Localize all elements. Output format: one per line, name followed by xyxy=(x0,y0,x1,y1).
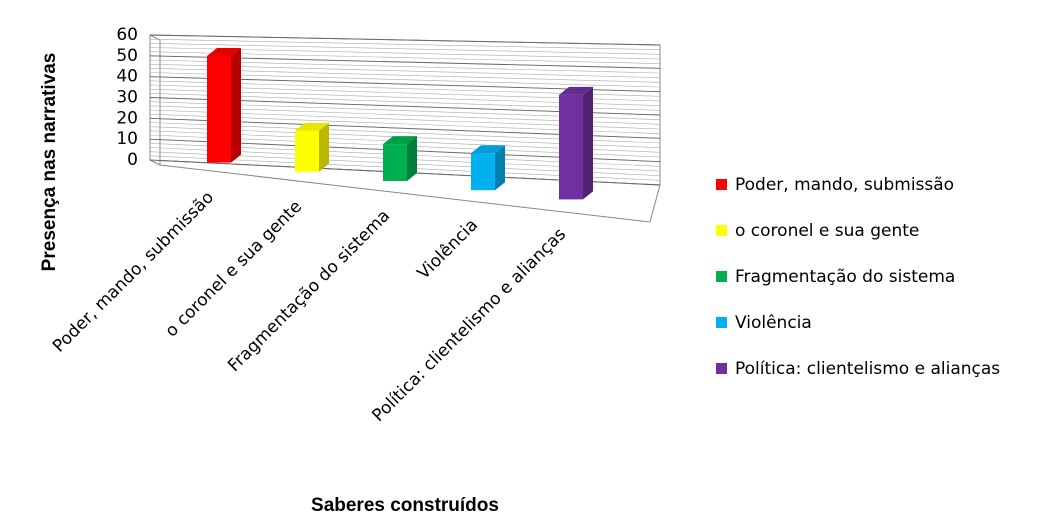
legend-label: o coronel e sua gente xyxy=(735,221,919,241)
legend-swatch xyxy=(716,317,727,328)
grid-line xyxy=(149,34,661,46)
legend-swatch xyxy=(716,271,727,282)
y-tick-label: 0 xyxy=(127,150,138,170)
y-tick-label: 50 xyxy=(116,46,138,66)
bar-top xyxy=(383,136,417,145)
bar xyxy=(559,94,583,200)
x-axis-title: Saberes construídos xyxy=(311,495,499,516)
bar-top xyxy=(295,122,329,131)
legend-swatch xyxy=(716,363,727,374)
x-tick-label: Poder, mando, submissão xyxy=(49,188,218,357)
bar xyxy=(383,144,407,181)
bar xyxy=(295,130,319,172)
legend-label: Violência xyxy=(735,313,812,333)
legend-label: Fragmentação do sistema xyxy=(735,267,955,287)
y-tick-label: 10 xyxy=(116,129,138,149)
minor-grid xyxy=(149,43,661,55)
bar-side xyxy=(231,48,241,163)
y-axis-title: Presença nas narrativas xyxy=(39,53,60,272)
bar-side xyxy=(495,145,505,191)
x-tick-label: Política: clientelismo e alianças xyxy=(368,224,570,426)
legend-label: Poder, mando, submissão xyxy=(735,175,954,195)
bar-top xyxy=(559,86,593,95)
bar-top xyxy=(471,145,505,154)
legend-swatch xyxy=(716,225,727,236)
bar-side xyxy=(407,136,417,181)
bar xyxy=(207,56,231,163)
x-tick-label: Fragmentação do sistema xyxy=(224,206,394,376)
bar-side xyxy=(319,122,329,172)
legend-swatch xyxy=(716,179,727,190)
y-tick-label: 20 xyxy=(116,108,138,128)
x-tick-label: Violência xyxy=(414,215,482,283)
bar xyxy=(471,153,495,191)
legend-label: Política: clientelismo e alianças xyxy=(735,359,1000,379)
bar-side xyxy=(583,86,593,200)
minor-grid xyxy=(149,38,661,50)
y-tick-label: 30 xyxy=(116,88,138,108)
side-wall xyxy=(149,34,161,166)
bar-top xyxy=(207,48,241,56)
y-tick-label: 40 xyxy=(116,67,138,87)
y-tick-label: 60 xyxy=(116,25,138,45)
